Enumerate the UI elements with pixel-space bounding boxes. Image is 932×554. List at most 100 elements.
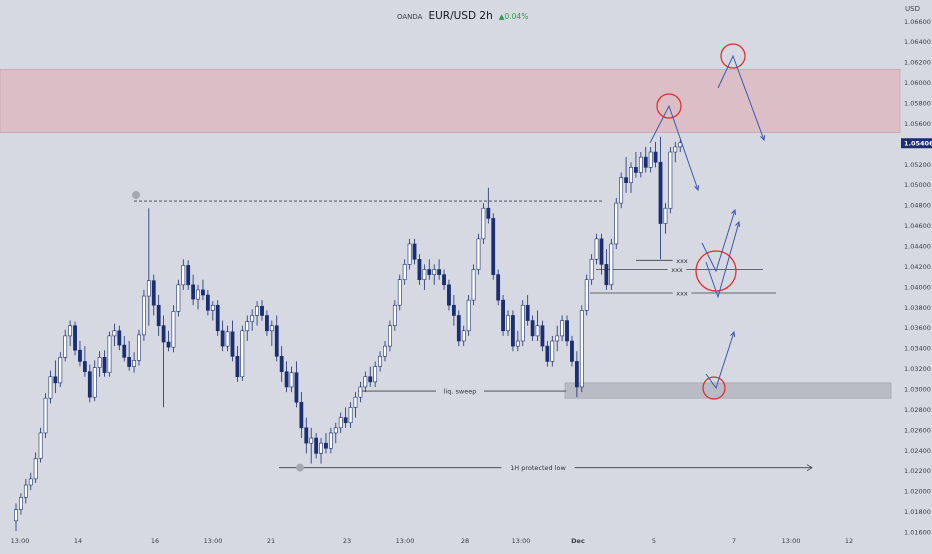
candle-body — [648, 151, 653, 168]
candle-body — [43, 397, 48, 434]
candle-body — [451, 304, 456, 316]
price-tick-label: 1.05000 — [904, 181, 931, 189]
candle-body — [466, 299, 471, 332]
candle-body — [338, 417, 343, 429]
price-axis-unit: USD — [905, 5, 920, 13]
time-tick-label: 13:00 — [512, 537, 531, 545]
candle-body — [461, 330, 466, 342]
projection-path — [705, 221, 740, 299]
candle-body — [265, 315, 269, 332]
candle-body — [565, 320, 569, 342]
candle-body — [550, 340, 555, 362]
candle-body — [496, 274, 501, 301]
level-label-bg — [667, 265, 687, 274]
candle-body — [284, 371, 289, 388]
candle-body — [643, 156, 648, 168]
price-axis[interactable]: USD 1.06600 1.06400 1.06200 1.06000 1.05800 1… — [901, 5, 932, 537]
candle-body — [383, 345, 387, 357]
candle-body — [402, 264, 407, 281]
candle-body — [515, 340, 520, 347]
price-tick-label: 1.03400 — [904, 345, 931, 353]
candle-body — [614, 202, 619, 245]
candle-body — [255, 305, 259, 316]
candle-body — [378, 356, 382, 367]
price-tick-label: 1.06200 — [904, 59, 931, 67]
candle-body — [348, 407, 353, 424]
candle-body — [294, 372, 299, 403]
candle-body — [63, 335, 68, 358]
candle-body — [28, 478, 33, 486]
price-tick-label: 1.05800 — [904, 99, 931, 107]
candle-body — [388, 325, 392, 347]
candle-body — [58, 357, 63, 384]
candle-body — [53, 376, 58, 384]
price-tick-label: 1.01600 — [904, 529, 931, 537]
candle-body — [535, 325, 540, 337]
candle-body — [333, 427, 338, 434]
drawings-layer — [649, 43, 766, 400]
candle-body — [38, 432, 43, 459]
candle-body — [373, 366, 378, 383]
candle-body — [260, 305, 264, 316]
candle-body — [68, 325, 73, 337]
candle-body — [279, 356, 284, 372]
time-tick-label: 13:00 — [782, 537, 801, 545]
time-tick-label: 7 — [732, 537, 736, 545]
candle-body — [663, 207, 668, 224]
current-price-label: 1.05406 — [904, 140, 932, 148]
candle-body — [491, 218, 496, 275]
candle-body — [555, 335, 560, 342]
candle-body — [437, 269, 442, 275]
arrowhead — [735, 220, 741, 228]
candle-body — [368, 376, 373, 383]
candle-body — [48, 376, 53, 399]
price-tick-label: 1.04200 — [904, 263, 931, 271]
candles-layer — [14, 136, 683, 531]
candle-body — [422, 269, 427, 281]
price-tick-label: 1.03000 — [904, 386, 931, 394]
target-circle — [720, 43, 746, 69]
candle-body — [570, 340, 574, 362]
candle-body — [412, 243, 417, 260]
candle-body — [201, 289, 205, 296]
candle-body — [624, 177, 628, 183]
candle-body — [137, 334, 141, 361]
candle-body — [171, 311, 176, 348]
time-tick-label: 16 — [151, 537, 159, 545]
price-tick-label: 1.06400 — [904, 38, 931, 46]
time-tick-label: 14 — [74, 537, 82, 545]
candle-body — [196, 289, 200, 300]
candle-body — [609, 243, 614, 286]
current-price-tag — [901, 138, 932, 149]
candle-body — [328, 432, 333, 449]
candle-body — [181, 265, 186, 286]
time-axis[interactable]: 13:00 14 16 13:00 21 23 13:00 28 13:00 Dec 5 7 13:00… — [11, 537, 854, 545]
candle-body — [117, 330, 122, 346]
zone — [0, 68, 901, 133]
candle-body — [594, 238, 599, 260]
candle-body — [619, 177, 624, 204]
candle-body — [427, 269, 432, 275]
candle-body — [417, 258, 422, 281]
candle-body — [392, 304, 397, 326]
candle-body — [304, 427, 309, 444]
candle-body — [166, 341, 171, 348]
candle-body — [599, 238, 604, 265]
candle-body — [442, 274, 446, 286]
price-tick-label: 1.05600 — [904, 120, 931, 128]
symbol-label[interactable]: EUR/USD 2h — [428, 10, 493, 22]
candle-body — [314, 437, 319, 454]
candle-body — [87, 371, 92, 398]
candle-body — [156, 304, 161, 326]
candle-body — [127, 357, 132, 367]
price-tick-label: 1.04000 — [904, 283, 931, 291]
candle-body — [501, 299, 505, 332]
candle-body — [658, 161, 663, 224]
price-tick-label: 1.04400 — [904, 243, 931, 251]
projection-path — [717, 54, 765, 141]
candle-body — [191, 284, 196, 300]
time-tick-label: Dec — [571, 537, 585, 545]
